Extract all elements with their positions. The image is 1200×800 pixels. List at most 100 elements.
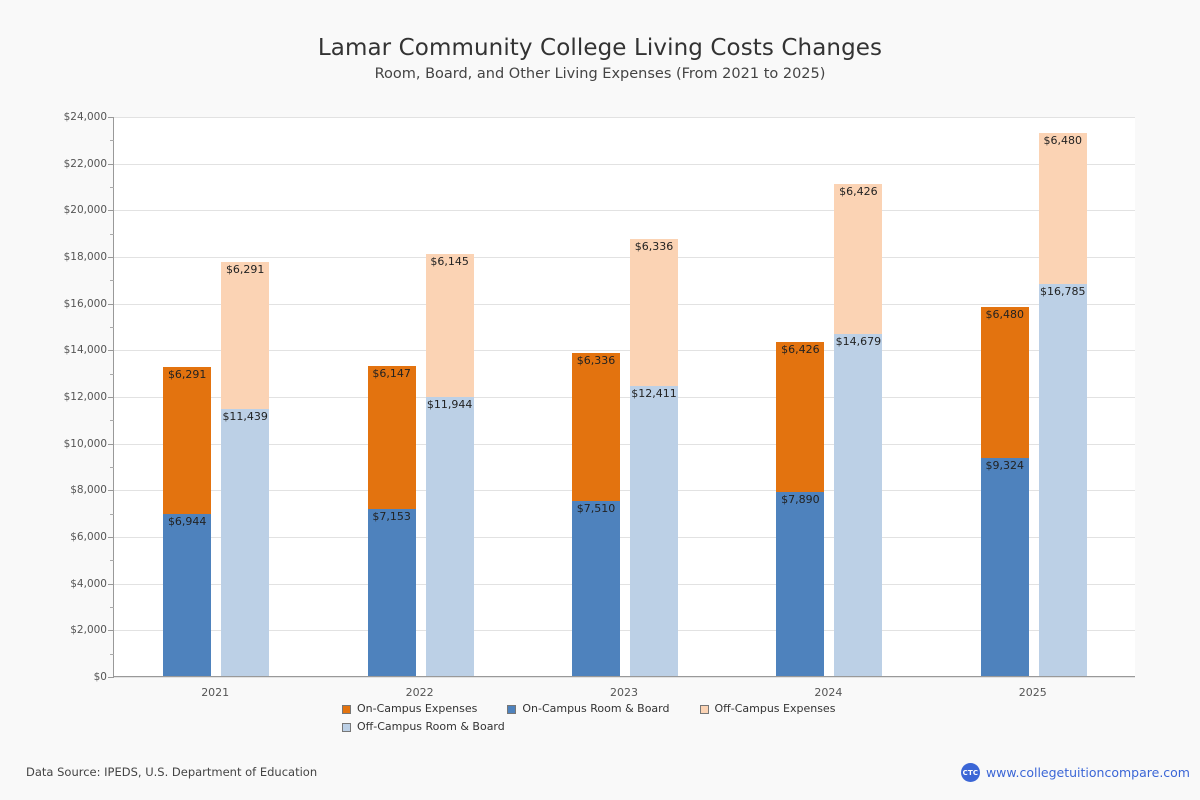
y-tick-major — [108, 257, 114, 258]
x-axis-tick-label: 2022 — [405, 686, 434, 699]
data-source-text: Data Source: IPEDS, U.S. Department of E… — [26, 765, 318, 779]
bar-value-label: $6,147 — [372, 366, 411, 380]
bar-value-label: $6,336 — [576, 353, 616, 367]
bar-segment[interactable]: $6,291 — [221, 262, 270, 410]
bar-value-label: $11,439 — [222, 410, 268, 424]
y-axis-tick-label: $12,000 — [63, 391, 107, 403]
bar-segment[interactable]: $6,147 — [367, 365, 416, 510]
bar-segment[interactable]: $11,944 — [425, 397, 474, 676]
y-tick-minor — [110, 187, 114, 188]
x-axis-tick-label: 2023 — [610, 686, 638, 699]
bar-on-campus-2025[interactable]: $9,324 $6,480 — [980, 307, 1029, 676]
y-tick-minor — [110, 373, 114, 375]
y-axis-tick-label: $6,000 — [70, 531, 107, 543]
x-axis-tick-label: 2021 — [201, 686, 230, 699]
y-tick-major — [108, 583, 114, 585]
bar-value-label: $6,480 — [1043, 134, 1083, 148]
y-tick-major — [108, 350, 114, 352]
bar-segment[interactable]: $6,336 — [630, 238, 678, 387]
legend-label: Off-Campus Expenses — [714, 702, 836, 715]
brand-url-text[interactable]: www.collegetuitioncompare.com — [985, 765, 1190, 780]
y-axis-tick-label: $14,000 — [63, 344, 107, 357]
gridline — [114, 350, 1135, 352]
bar-value-label: $7,890 — [781, 492, 820, 506]
y-tick-minor — [110, 607, 114, 608]
bar-value-label: $16,785 — [1040, 285, 1086, 299]
bar-segment[interactable]: $7,510 — [572, 500, 620, 676]
bar-segment[interactable]: $6,291 — [163, 367, 212, 514]
legend-swatch — [699, 704, 709, 714]
bar-value-label: $7,510 — [576, 501, 616, 515]
y-tick-minor — [110, 653, 114, 655]
y-tick-major — [108, 490, 114, 492]
gridline — [114, 397, 1135, 398]
y-tick-minor — [110, 327, 114, 328]
gridline — [114, 117, 1135, 118]
y-tick-major — [108, 210, 114, 212]
bar-segment[interactable]: $7,890 — [776, 491, 825, 676]
y-tick-major — [108, 630, 114, 632]
bar-segment[interactable]: $6,145 — [425, 253, 474, 398]
legend-row: Off-Campus Room & Board — [0, 718, 1200, 736]
legend-swatch — [342, 704, 351, 714]
bar-segment[interactable]: $6,426 — [834, 183, 883, 334]
gridline — [114, 677, 1135, 678]
gridline — [114, 630, 1135, 632]
y-tick-major — [108, 303, 114, 305]
bar-segment[interactable]: $6,480 — [980, 307, 1029, 459]
y-tick-major — [108, 397, 114, 398]
bar-value-label: $6,291 — [167, 368, 207, 382]
y-tick-major — [108, 677, 114, 678]
bar-value-label: $14,679 — [835, 334, 882, 348]
y-tick-major — [108, 537, 114, 538]
gridline — [114, 210, 1135, 212]
y-axis-tick-label: $24,000 — [63, 111, 107, 123]
x-axis-tick-label: 2024 — [814, 686, 843, 699]
bar-segment[interactable]: $9,324 — [980, 458, 1029, 676]
gridline — [114, 583, 1135, 585]
bar-on-campus-2024[interactable]: $7,890 $6,426 — [776, 341, 825, 676]
bar-off-campus-2021[interactable]: $11,439 $6,291 — [221, 262, 270, 676]
gridline — [114, 303, 1135, 305]
bar-off-campus-2024[interactable]: $14,679 $6,426 — [834, 183, 883, 676]
chart-legend: On-Campus Expenses On-Campus Room & Board… — [0, 700, 1200, 736]
bar-segment[interactable]: $6,944 — [163, 513, 212, 676]
y-tick-minor — [110, 513, 114, 515]
y-axis-tick-label: $18,000 — [63, 251, 107, 263]
y-tick-minor — [110, 420, 114, 422]
y-tick-major — [108, 163, 114, 165]
bar-value-label: $7,153 — [372, 510, 411, 524]
legend-item[interactable]: Off-Campus Room & Board — [342, 718, 505, 736]
bar-on-campus-2021[interactable]: $6,944 $6,291 — [163, 367, 212, 676]
bar-segment[interactable]: $14,679 — [834, 333, 883, 676]
legend-item[interactable]: On-Campus Expenses — [342, 700, 477, 718]
bar-segment[interactable]: $7,153 — [367, 509, 416, 676]
bar-off-campus-2023[interactable]: $12,411 $6,336 — [630, 238, 678, 676]
bar-value-label: $6,336 — [634, 239, 674, 253]
bar-value-label: $6,291 — [225, 263, 265, 277]
brand-link[interactable]: CTC www.collegetuitioncompare.com — [960, 763, 1190, 782]
bar-segment[interactable]: $12,411 — [630, 386, 678, 676]
bar-segment[interactable]: $16,785 — [1038, 284, 1087, 676]
bar-on-campus-2023[interactable]: $7,510 $6,336 — [572, 352, 620, 676]
y-axis-tick-label: $2,000 — [70, 624, 107, 637]
legend-item[interactable]: Off-Campus Expenses — [699, 700, 836, 718]
bar-on-campus-2022[interactable]: $7,153 $6,147 — [367, 365, 416, 676]
y-axis-tick-label: $22,000 — [63, 157, 107, 170]
legend-row: On-Campus Expenses On-Campus Room & Board… — [0, 700, 1200, 718]
y-axis-tick-label: $4,000 — [70, 577, 107, 590]
bar-value-label: $6,426 — [781, 342, 820, 356]
bar-off-campus-2022[interactable]: $11,944 $6,145 — [425, 253, 474, 676]
legend-label: On-Campus Expenses — [357, 702, 478, 715]
bar-segment[interactable]: $6,426 — [776, 341, 825, 492]
bar-segment[interactable]: $6,336 — [572, 352, 620, 501]
y-axis-tick-label: $0 — [93, 671, 107, 683]
gridline — [114, 490, 1135, 492]
bar-off-campus-2025[interactable]: $16,785 $6,480 — [1038, 133, 1087, 676]
plot-area: $6,944 $6,291 $11,439 $6,291 $7,153 $6,147 $11… — [108, 117, 1135, 678]
bar-segment[interactable]: $11,439 — [221, 409, 270, 676]
legend-item[interactable]: On-Campus Room & Board — [507, 700, 670, 718]
y-tick-minor — [110, 280, 114, 282]
bar-segment[interactable]: $6,480 — [1038, 133, 1087, 285]
bar-value-label: $6,944 — [167, 514, 207, 528]
